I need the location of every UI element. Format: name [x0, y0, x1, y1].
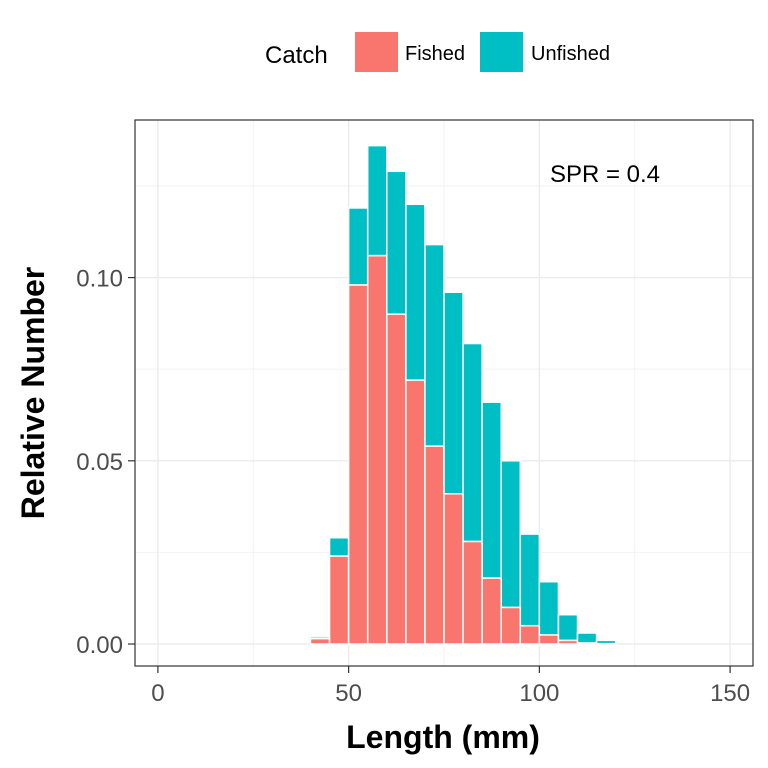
y-axis-title: Relative Number [15, 267, 51, 520]
legend-label-unfished: Unfished [531, 43, 610, 65]
bar-fished [443, 493, 464, 645]
y-tick-label: 0.05 [76, 449, 123, 476]
bar-fished [462, 540, 483, 645]
bar-fished [405, 379, 426, 645]
bar-unfished [519, 533, 541, 627]
x-tick-label: 100 [519, 680, 559, 707]
y-tick-label: 0.10 [76, 266, 123, 293]
bar-unfished [405, 203, 426, 381]
bar-unfished [347, 207, 369, 286]
bar-unfished [366, 144, 388, 257]
legend-title: Catch [265, 42, 328, 69]
bar-fished [366, 254, 388, 645]
bar-fished [538, 634, 560, 645]
bar-unfished [309, 635, 331, 640]
bar-fished [347, 284, 369, 645]
x-tick-label: 50 [335, 680, 362, 707]
bar-fished [328, 555, 350, 645]
x-axis: 0 50 100 150 [151, 666, 750, 707]
bar-unfished [576, 632, 598, 644]
y-tick-label: 0.00 [76, 632, 123, 659]
bar-unfished [424, 243, 445, 447]
bar-fished [309, 637, 331, 645]
bar-unfished [500, 460, 522, 609]
bar-fished [481, 577, 502, 645]
bar-unfished [462, 342, 483, 543]
x-axis-title: Length (mm) [346, 719, 540, 755]
bar-unfished [328, 536, 350, 557]
legend-swatch-fished [355, 32, 398, 72]
bar-unfished [538, 580, 560, 636]
legend-label-fished: Fished [405, 43, 465, 65]
bar-fished [386, 313, 407, 645]
x-tick-label: 150 [710, 680, 750, 707]
bar-unfished [595, 639, 617, 645]
x-tick-label: 0 [151, 680, 164, 707]
spr-annotation: SPR = 0.4 [550, 161, 660, 188]
legend: Catch Fished Unfished [265, 32, 610, 72]
bar-unfished [557, 613, 579, 642]
bar-fished [424, 445, 445, 645]
bar-unfished [443, 291, 464, 495]
bar-unfished [481, 401, 502, 579]
plot-border [134, 119, 754, 667]
bar-fished [519, 624, 541, 645]
bar-unfished [386, 170, 407, 315]
legend-swatch-unfished [480, 32, 523, 72]
bars [309, 144, 617, 645]
bar-fished [500, 606, 522, 645]
y-axis: 0.00 0.05 0.10 [76, 266, 135, 659]
